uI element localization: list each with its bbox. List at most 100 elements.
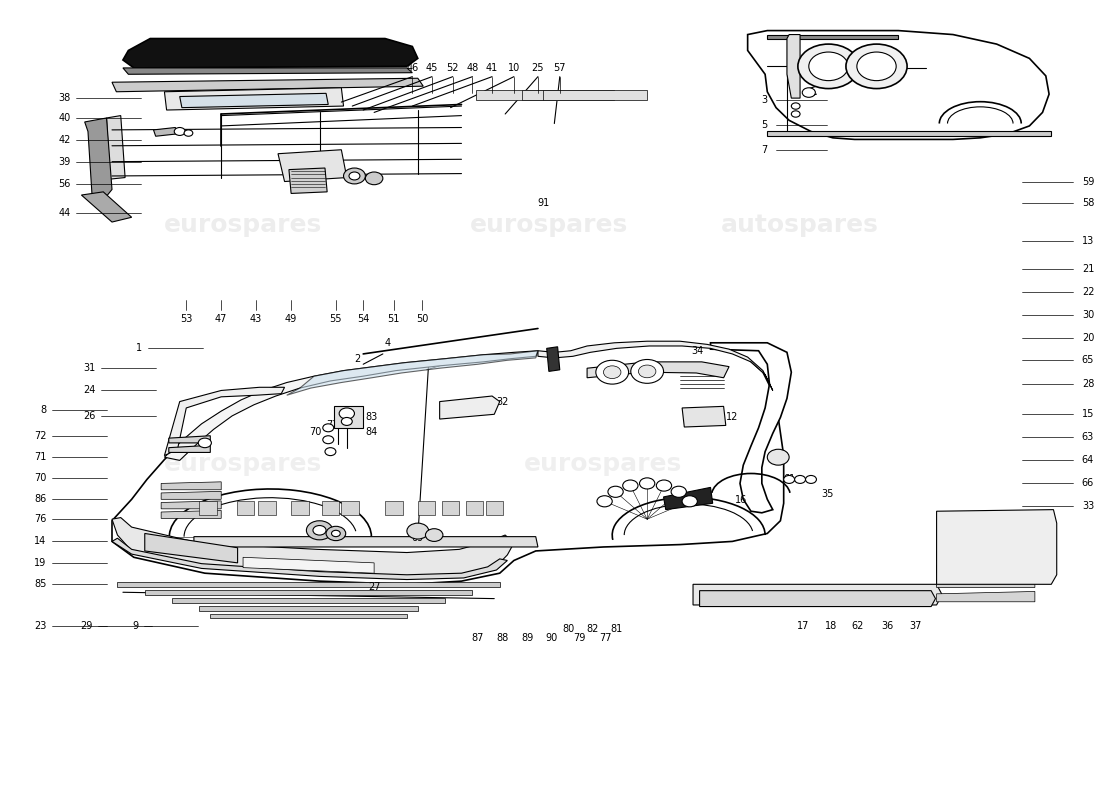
Polygon shape xyxy=(547,346,560,371)
Polygon shape xyxy=(161,491,221,499)
Polygon shape xyxy=(194,537,538,547)
Text: 19: 19 xyxy=(34,558,46,568)
Text: 39: 39 xyxy=(58,157,70,166)
Polygon shape xyxy=(164,387,285,456)
Circle shape xyxy=(657,480,672,491)
Text: 88: 88 xyxy=(497,634,509,643)
Polygon shape xyxy=(287,350,538,395)
Text: eurospares: eurospares xyxy=(470,214,628,238)
Text: 66: 66 xyxy=(324,503,337,513)
Text: 83: 83 xyxy=(366,413,378,422)
Polygon shape xyxy=(210,614,407,618)
Text: 8: 8 xyxy=(41,405,46,414)
Circle shape xyxy=(322,436,333,444)
Circle shape xyxy=(805,475,816,483)
Text: 34: 34 xyxy=(691,346,704,356)
Text: 85: 85 xyxy=(34,579,46,590)
Circle shape xyxy=(365,172,383,185)
Polygon shape xyxy=(786,34,800,98)
Circle shape xyxy=(184,130,192,136)
Circle shape xyxy=(407,523,429,539)
Polygon shape xyxy=(341,501,359,515)
Circle shape xyxy=(608,486,624,498)
Text: 14: 14 xyxy=(34,536,46,546)
Text: 17: 17 xyxy=(798,622,810,631)
Text: 31: 31 xyxy=(84,363,96,374)
Text: 46: 46 xyxy=(406,62,418,73)
Text: 76: 76 xyxy=(34,514,46,524)
Text: 78: 78 xyxy=(202,503,215,513)
Polygon shape xyxy=(145,590,472,594)
Text: 44: 44 xyxy=(58,208,70,218)
Text: 22: 22 xyxy=(1081,287,1094,297)
Polygon shape xyxy=(748,30,1049,139)
Circle shape xyxy=(426,529,443,542)
Text: 42: 42 xyxy=(58,135,70,146)
Polygon shape xyxy=(123,68,412,74)
Polygon shape xyxy=(333,406,363,428)
Text: 45: 45 xyxy=(426,62,438,73)
Polygon shape xyxy=(85,118,112,203)
Text: 35: 35 xyxy=(822,489,834,498)
Circle shape xyxy=(596,360,628,384)
Polygon shape xyxy=(289,168,327,194)
Circle shape xyxy=(630,359,663,383)
Circle shape xyxy=(846,44,907,89)
Text: 69: 69 xyxy=(411,534,424,543)
Polygon shape xyxy=(440,396,499,419)
Text: 75: 75 xyxy=(420,503,432,513)
Text: 80: 80 xyxy=(562,624,574,634)
Text: 27: 27 xyxy=(367,582,381,592)
Polygon shape xyxy=(179,94,328,108)
Text: 8: 8 xyxy=(264,503,271,513)
Circle shape xyxy=(857,52,896,81)
Polygon shape xyxy=(164,88,343,110)
Polygon shape xyxy=(587,362,729,378)
Text: 3: 3 xyxy=(761,94,768,105)
Text: 77: 77 xyxy=(600,634,612,643)
Polygon shape xyxy=(321,501,339,515)
Polygon shape xyxy=(693,584,942,605)
Text: 7: 7 xyxy=(761,145,768,154)
Polygon shape xyxy=(663,487,713,510)
Polygon shape xyxy=(936,563,1035,573)
Text: 18: 18 xyxy=(825,622,837,631)
Text: 73: 73 xyxy=(327,421,339,430)
Text: 50: 50 xyxy=(416,314,428,324)
Polygon shape xyxy=(161,510,221,518)
Text: 4: 4 xyxy=(384,338,390,348)
Text: 79: 79 xyxy=(573,634,585,643)
Text: 89: 89 xyxy=(521,634,534,643)
Polygon shape xyxy=(164,350,538,460)
Text: 48: 48 xyxy=(466,62,478,73)
Polygon shape xyxy=(81,192,132,222)
Text: eurospares: eurospares xyxy=(525,451,683,475)
Circle shape xyxy=(623,480,638,491)
Circle shape xyxy=(798,44,859,89)
Polygon shape xyxy=(112,342,783,584)
Polygon shape xyxy=(278,150,346,182)
Text: 26: 26 xyxy=(84,411,96,421)
Text: 16: 16 xyxy=(735,495,747,505)
Text: 13: 13 xyxy=(1081,236,1094,246)
Polygon shape xyxy=(161,501,221,509)
Circle shape xyxy=(604,366,620,378)
Text: 29: 29 xyxy=(80,622,92,631)
Text: 91: 91 xyxy=(537,198,550,208)
Text: 64: 64 xyxy=(1081,455,1094,466)
Polygon shape xyxy=(243,558,374,573)
Polygon shape xyxy=(112,538,507,579)
Text: 82: 82 xyxy=(586,624,598,634)
Text: 52: 52 xyxy=(447,62,459,73)
Polygon shape xyxy=(466,501,483,515)
Polygon shape xyxy=(118,582,499,586)
Text: eurospares: eurospares xyxy=(164,214,322,238)
Text: 51: 51 xyxy=(387,314,400,324)
Text: 5: 5 xyxy=(761,120,768,130)
Polygon shape xyxy=(168,436,210,443)
Text: 70: 70 xyxy=(309,426,321,437)
Text: 58: 58 xyxy=(1081,198,1094,208)
Polygon shape xyxy=(418,501,436,515)
Circle shape xyxy=(791,111,800,117)
Circle shape xyxy=(791,103,800,110)
